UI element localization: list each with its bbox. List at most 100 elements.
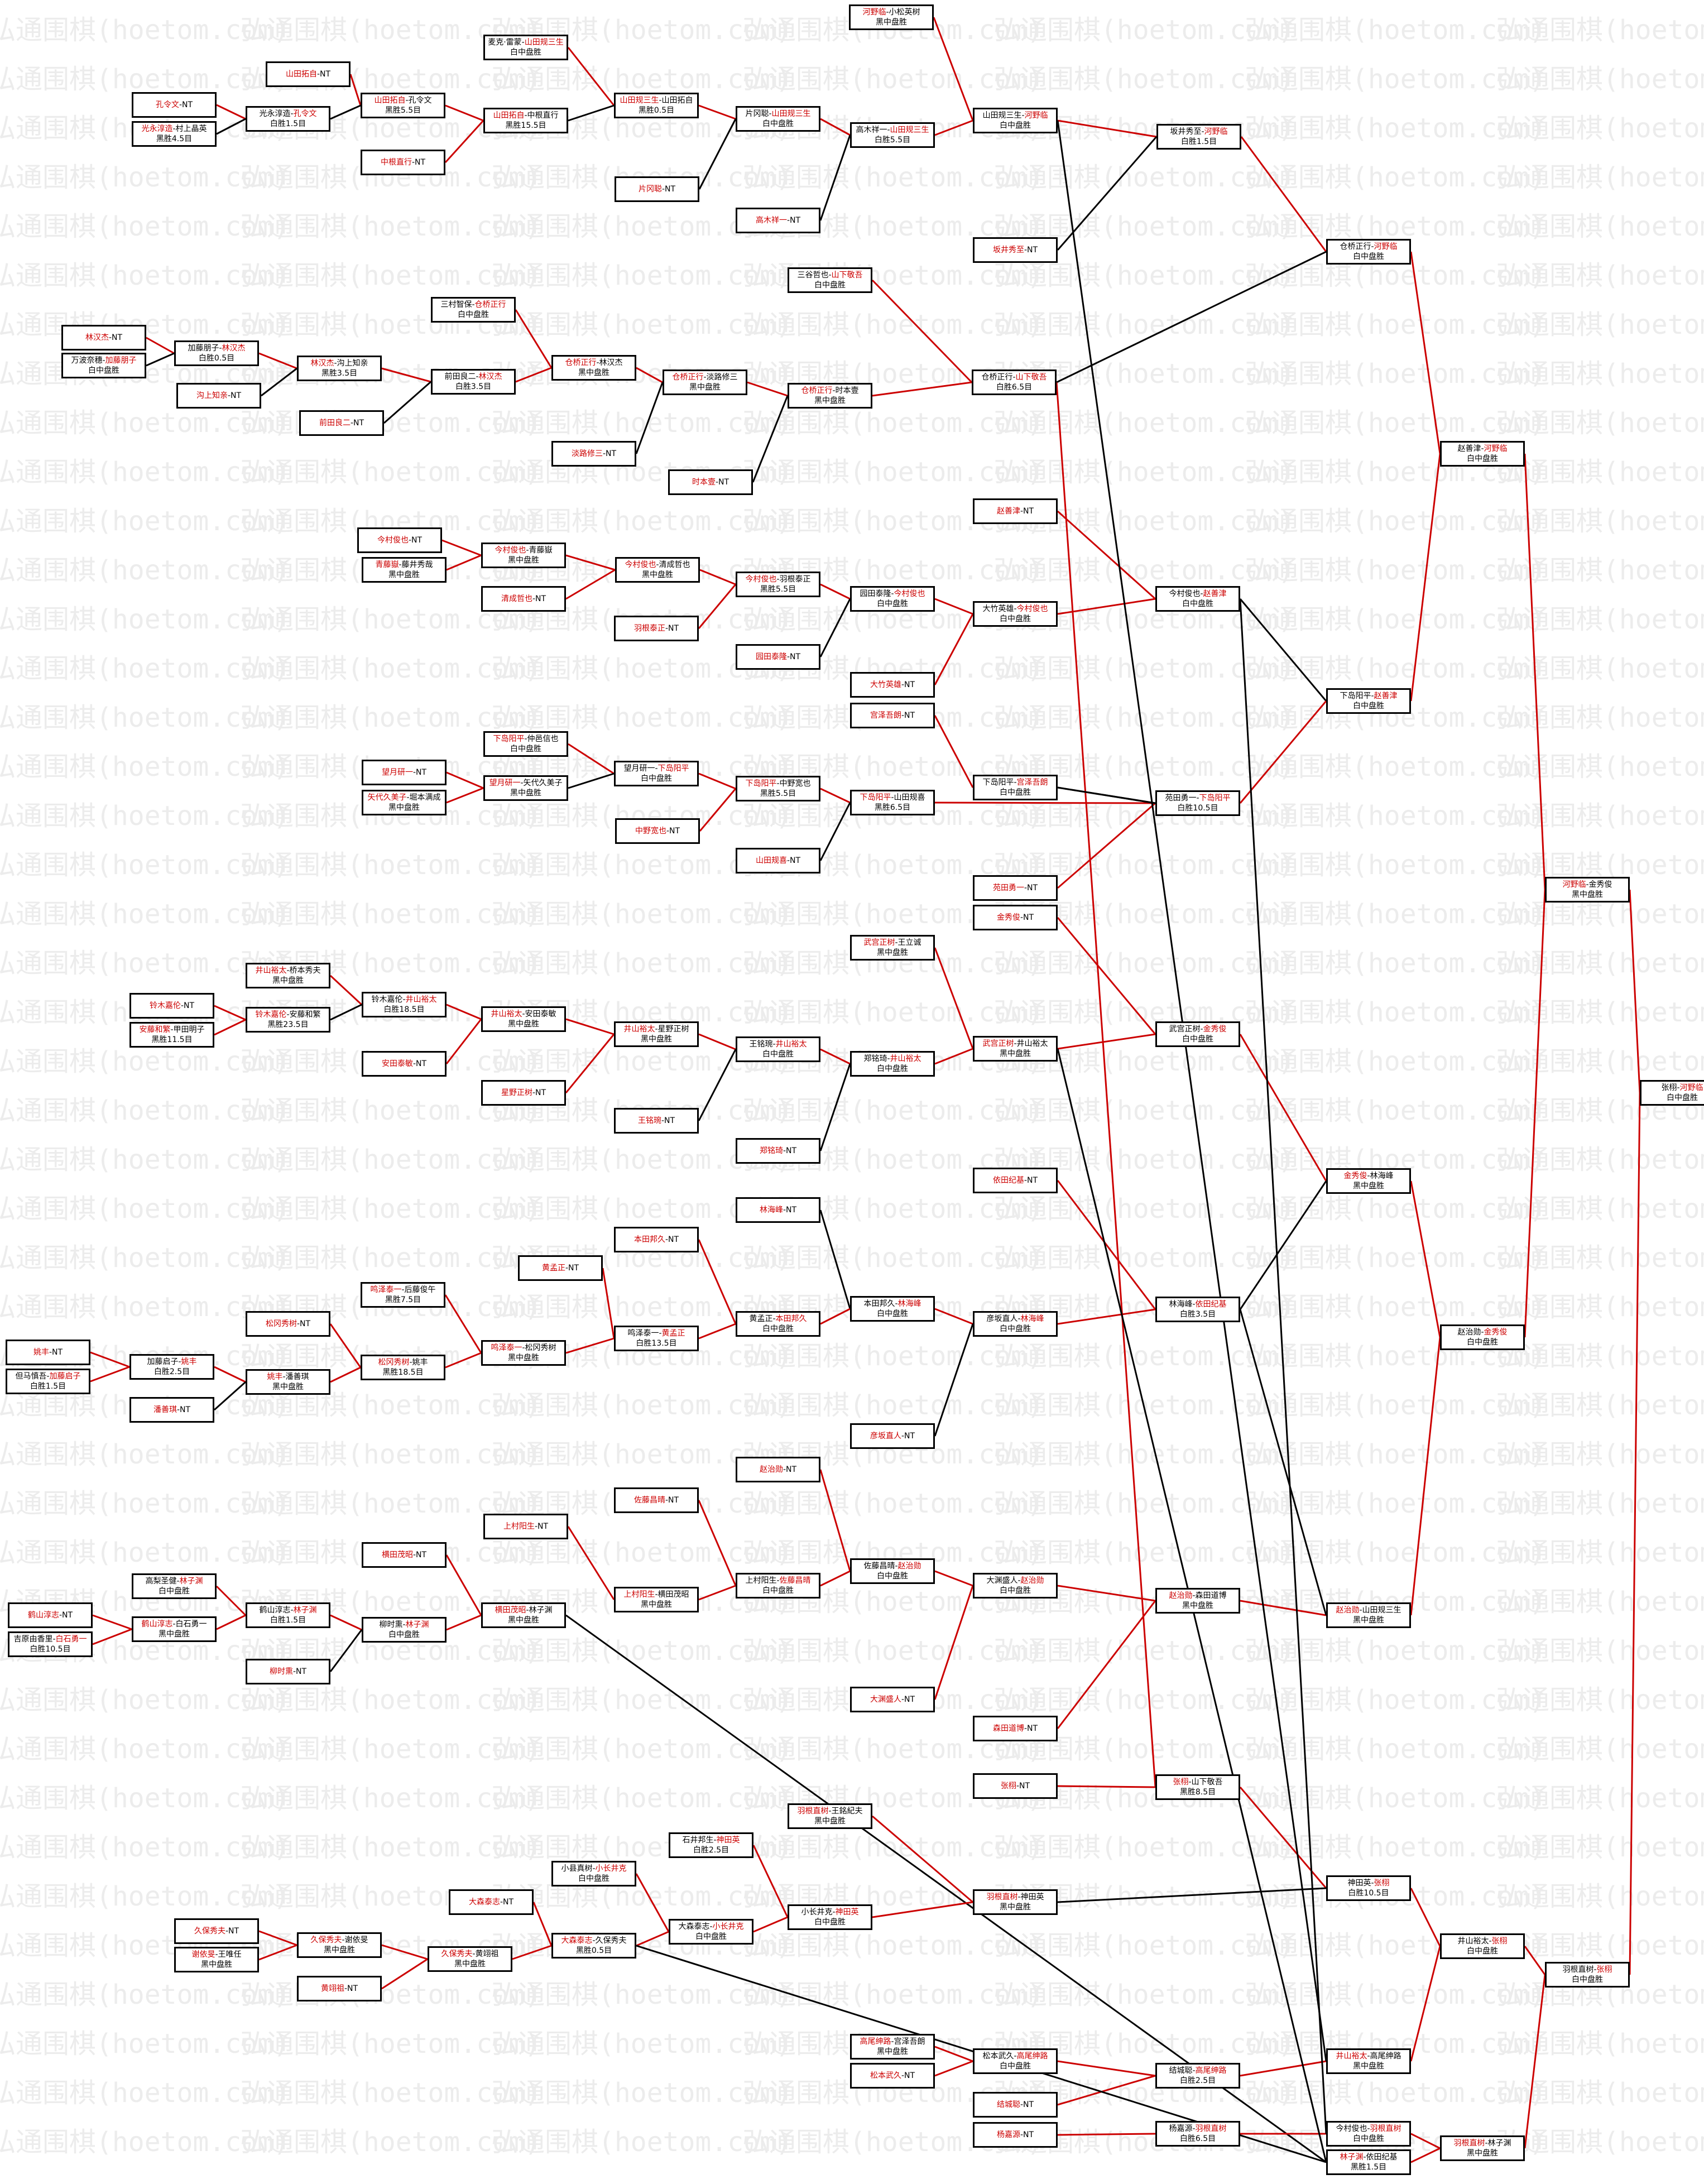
match-box[interactable]: 下岛阳平-山田规喜 黑胜6.5目 [850, 790, 935, 815]
match-box[interactable]: 林汉杰-NT [61, 325, 146, 351]
match-box[interactable]: 片冈聪-NT [615, 176, 699, 202]
match-box[interactable]: 山田拓自-中根直行 黑胜15.5目 [483, 108, 568, 133]
match-box[interactable]: 望月研一-矢代久美子 黑中盘胜 [483, 775, 568, 801]
match-box[interactable]: 安田泰敏-NT [362, 1051, 447, 1077]
match-box[interactable]: 鹤山淳志-NT [8, 1602, 93, 1628]
match-box[interactable]: 赵善津-NT [973, 498, 1058, 524]
match-box[interactable]: 杨嘉源-NT [973, 2122, 1058, 2148]
match-box[interactable]: 大竹英雄-NT [850, 672, 935, 698]
match-box[interactable]: 下岛阳平-中野宽也 黑胜5.5目 [736, 776, 820, 801]
match-box[interactable]: 但马慎吾-加藤启子 白胜1.5目 [6, 1369, 90, 1394]
match-box[interactable]: 上村阳生-佐藤昌晴 白中盘胜 [736, 1573, 820, 1599]
match-box[interactable]: 柳时熏-NT [246, 1659, 330, 1684]
match-box[interactable]: 万波奈穗-加藤朋子 白中盘胜 [61, 353, 146, 378]
match-box[interactable]: 赵治勋-森田道博 黑中盘胜 [1155, 1588, 1240, 1614]
match-box[interactable]: 下岛阳平-宫泽吾朗 白中盘胜 [973, 775, 1058, 800]
match-box[interactable]: 园田泰隆-NT [736, 644, 820, 670]
match-box[interactable]: 横田茂昭-林子渊 黑中盘胜 [481, 1602, 566, 1628]
match-box[interactable]: 青藤嶽-藤井秀哉 黑中盘胜 [362, 557, 447, 583]
match-box[interactable]: 小县真树-小长井克 白中盘胜 [551, 1861, 636, 1887]
match-box[interactable]: 时本壹-NT [668, 469, 753, 495]
match-box[interactable]: 今村俊也-赵善津 白中盘胜 [1155, 586, 1240, 612]
match-box[interactable]: 今村俊也-NT [357, 527, 442, 553]
match-box[interactable]: 下岛阳平-仲邑信也 白中盘胜 [483, 731, 568, 757]
match-box[interactable]: 井山裕太-张栩 白中盘胜 [1440, 1933, 1525, 1959]
match-box[interactable]: 今村俊也-羽根直树 白中盘胜 [1326, 2121, 1411, 2147]
match-box[interactable]: 河野临-金秀俊 黑中盘胜 [1545, 877, 1630, 903]
match-box[interactable]: 大森泰志-久保秀夫 黑胜0.5目 [551, 1933, 636, 1959]
match-box[interactable]: 久保秀夫-NT [174, 1918, 259, 1944]
match-box[interactable]: 林汉杰-沟上知亲 黑胜3.5目 [297, 356, 382, 381]
match-box[interactable]: 王铭琬-井山裕太 白中盘胜 [736, 1036, 820, 1062]
match-box[interactable]: 孔令文-NT [132, 92, 217, 118]
match-box[interactable]: 仓桥正行-河野临 白中盘胜 [1326, 239, 1411, 265]
match-box[interactable]: 鸣泽泰一-后藤俊午 黑胜7.5目 [361, 1282, 445, 1308]
match-box[interactable]: 今村俊也-羽根泰正 黑胜5.5目 [736, 572, 820, 597]
match-box[interactable]: 加藤启子-姚丰 白胜2.5目 [129, 1354, 214, 1380]
match-box[interactable]: 佐藤昌晴-NT [614, 1487, 699, 1513]
match-box[interactable]: 光永淳造-村上晶英 黑胜4.5目 [132, 121, 217, 147]
match-box[interactable]: 片冈聪-山田规三生 白中盘胜 [736, 106, 820, 132]
match-box[interactable]: 姚丰-NT [6, 1340, 90, 1365]
match-box[interactable]: 山田规三生-河野临 白中盘胜 [973, 108, 1058, 133]
match-box[interactable]: 中野宽也-NT [615, 818, 700, 844]
match-box[interactable]: 大森泰志-小长井克 白中盘胜 [669, 1919, 753, 1945]
match-box[interactable]: 加藤朋子-林汉杰 白胜0.5目 [174, 340, 259, 366]
match-box[interactable]: 金秀俊-林海峰 黑中盘胜 [1326, 1168, 1411, 1194]
match-box[interactable]: 羽根直树-神田英 黑中盘胜 [973, 1889, 1058, 1915]
match-box[interactable]: 赵治勋-山田规三生 黑中盘胜 [1326, 1602, 1411, 1628]
match-box[interactable]: 高木祥一-山田规三生 白胜5.5目 [850, 122, 935, 148]
match-box[interactable]: 淡路修三-NT [551, 441, 636, 467]
match-box[interactable]: 鹤山淳志-白石勇一 黑中盘胜 [132, 1616, 217, 1642]
match-box[interactable]: 前田良二-NT [299, 410, 384, 436]
match-box[interactable]: 黄孟正-本田邦久 白中盘胜 [736, 1311, 820, 1337]
match-box[interactable]: 王铭琬-NT [614, 1108, 699, 1134]
match-box[interactable]: 松冈秀树-NT [246, 1311, 330, 1337]
match-box[interactable]: 上村阳生-NT [483, 1514, 568, 1539]
match-box[interactable]: 坂井秀至-NT [973, 237, 1058, 263]
match-box[interactable]: 彦坂直人-林海峰 白中盘胜 [973, 1311, 1058, 1337]
match-box[interactable]: 三村智保-仓桥正行 白中盘胜 [431, 297, 516, 323]
match-box[interactable]: 坂井秀至-河野临 白胜1.5目 [1156, 124, 1241, 150]
match-box[interactable]: 仓桥正行-时本壹 黑中盘胜 [788, 383, 872, 409]
match-box[interactable]: 林子渊-依田纪基 黑胜1.5目 [1326, 2149, 1411, 2175]
match-box[interactable]: 羽根直树-林子渊 黑中盘胜 [1440, 2135, 1525, 2161]
match-box[interactable]: 大森泰志-NT [449, 1889, 534, 1915]
match-box[interactable]: 上村阳生-横田茂昭 黑中盘胜 [614, 1587, 699, 1612]
match-box[interactable]: 星野正树-NT [481, 1080, 566, 1106]
match-box[interactable]: 羽根直树-王銘紀夫 黑中盘胜 [788, 1803, 872, 1829]
match-box[interactable]: 张栩-山下敬吾 黑胜8.5目 [1155, 1774, 1240, 1800]
match-box[interactable]: 井山裕太-星野正树 黑中盘胜 [614, 1021, 699, 1047]
match-box[interactable]: 井山裕太-高尾绅路 黑中盘胜 [1326, 2048, 1411, 2074]
match-box[interactable]: 林海峰-依田纪基 白胜3.5目 [1155, 1297, 1240, 1322]
match-box[interactable]: 麦克·雷蒙-山田规三生 白中盘胜 [483, 35, 568, 60]
match-box[interactable]: 园田泰隆-今村俊也 白中盘胜 [850, 586, 935, 612]
match-box[interactable]: 中根直行-NT [361, 150, 445, 175]
match-box[interactable]: 清成哲也-NT [481, 586, 566, 612]
match-box[interactable]: 宫泽吾朗-NT [850, 703, 935, 728]
match-box[interactable]: 三谷哲也-山下敬吾 白中盘胜 [788, 267, 872, 293]
match-box[interactable]: 结城聪-高尾绅路 白胜2.5目 [1155, 2063, 1240, 2089]
match-box[interactable]: 林海峰-NT [736, 1197, 820, 1223]
match-box[interactable]: 仓桥正行-林汉杰 黑中盘胜 [551, 355, 636, 381]
match-box[interactable]: 姚丰-潘善琪 黑中盘胜 [246, 1369, 330, 1395]
match-box[interactable]: 苑田勇一-NT [973, 875, 1058, 901]
match-box[interactable]: 前田良二-林汉杰 白胜3.5目 [431, 369, 516, 395]
match-box[interactable]: 小长井克-神田英 白中盘胜 [788, 1904, 872, 1930]
match-box[interactable]: 高梨圣健-林子渊 白中盘胜 [132, 1573, 217, 1599]
match-box[interactable]: 神田英-张栩 白胜10.5目 [1326, 1875, 1411, 1901]
match-box[interactable]: 久保秀夫-黄翊祖 黑中盘胜 [428, 1946, 512, 1972]
match-box[interactable]: 黄翊祖-NT [297, 1976, 382, 2001]
match-box[interactable]: 羽根泰正-NT [614, 616, 699, 641]
match-box[interactable]: 山田拓自-孔令文 黑胜5.5目 [361, 93, 445, 118]
match-box[interactable]: 张栩-河野临 白中盘胜 [1640, 1080, 1704, 1106]
match-box[interactable]: 大渊盛人-NT [850, 1687, 935, 1712]
match-box[interactable]: 鸣泽泰一-松冈秀树 黑中盘胜 [481, 1340, 566, 1366]
match-box[interactable]: 矢代久美子-堀本满成 黑中盘胜 [362, 790, 447, 815]
match-box[interactable]: 郑铭琦-井山裕太 白中盘胜 [850, 1051, 935, 1077]
match-box[interactable]: 彦坂直人-NT [850, 1423, 935, 1449]
match-box[interactable]: 山田规喜-NT [736, 848, 820, 873]
match-box[interactable]: 大渊盛人-赵治勋 白中盘胜 [973, 1573, 1058, 1599]
match-box[interactable]: 张栩-NT [973, 1773, 1058, 1799]
match-box[interactable]: 光永淳造-孔令文 白胜1.5目 [246, 106, 330, 132]
